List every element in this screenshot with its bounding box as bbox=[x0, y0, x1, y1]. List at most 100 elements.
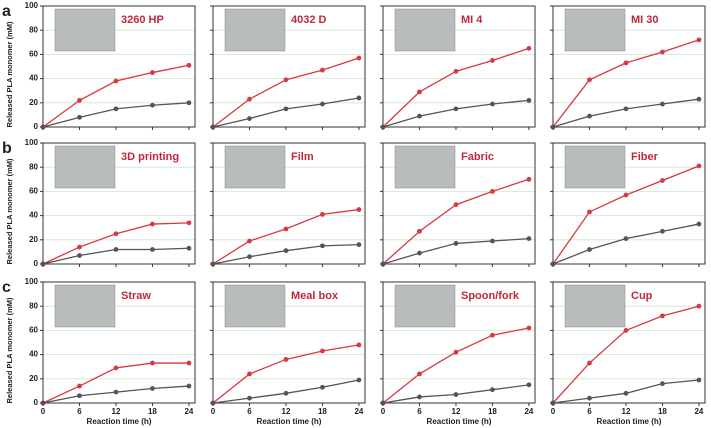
x-tick-label: 12 bbox=[112, 407, 121, 416]
x-tick-label: 12 bbox=[452, 407, 461, 416]
data-point bbox=[247, 96, 252, 102]
data-point bbox=[113, 365, 119, 371]
data-point bbox=[283, 106, 289, 112]
plot-frame bbox=[42, 281, 196, 404]
x-tick-label: 6 bbox=[247, 407, 252, 416]
data-point bbox=[150, 360, 155, 366]
data-point bbox=[453, 202, 459, 208]
data-point bbox=[526, 236, 532, 241]
data-point bbox=[453, 106, 459, 112]
plot-frame bbox=[382, 142, 536, 265]
series-line bbox=[552, 98, 700, 128]
subplot-title: 4032 D bbox=[291, 14, 327, 26]
series-line bbox=[42, 222, 189, 265]
data-point bbox=[380, 124, 386, 130]
data-point bbox=[247, 116, 252, 121]
data-point bbox=[696, 163, 702, 169]
data-point bbox=[320, 243, 325, 249]
series-line bbox=[42, 64, 190, 128]
subplot-title: Fiber bbox=[631, 151, 659, 163]
data-point bbox=[356, 342, 362, 348]
series-line bbox=[552, 223, 700, 265]
data-point bbox=[526, 176, 532, 182]
data-point bbox=[696, 37, 702, 43]
data-point bbox=[113, 389, 119, 395]
y-tick-label: 80 bbox=[29, 301, 38, 310]
plot-frame bbox=[552, 142, 706, 265]
series-line bbox=[42, 102, 189, 128]
data-point bbox=[587, 113, 592, 119]
series-line bbox=[382, 178, 530, 265]
data-point bbox=[40, 400, 46, 406]
subplot: MI 30 bbox=[550, 5, 706, 130]
data-point bbox=[526, 45, 532, 51]
y-tick-label: 40 bbox=[29, 74, 38, 83]
data-point bbox=[490, 387, 495, 393]
data-point bbox=[150, 221, 155, 227]
plot-frame bbox=[382, 5, 536, 128]
x-tick-label: 0 bbox=[381, 407, 386, 416]
data-point bbox=[320, 67, 325, 73]
data-point bbox=[210, 124, 216, 130]
data-point bbox=[417, 89, 422, 95]
y-tick-label: 80 bbox=[29, 25, 38, 34]
data-point bbox=[186, 245, 192, 251]
data-point bbox=[247, 371, 252, 377]
subplot: 0 6 12 18 24 Cup Reaction time (h) bbox=[550, 281, 706, 426]
subplot-title: 3D printing bbox=[121, 151, 179, 163]
data-point bbox=[40, 124, 46, 130]
series-line bbox=[42, 385, 189, 404]
data-point bbox=[77, 114, 82, 120]
data-point bbox=[417, 250, 422, 256]
y-tick-label: 40 bbox=[29, 211, 38, 220]
data-point bbox=[490, 238, 495, 244]
sample-photo bbox=[394, 8, 456, 52]
y-tick-label: 60 bbox=[29, 187, 38, 196]
data-point bbox=[150, 386, 155, 391]
x-axis-label: Reaction time (h) bbox=[427, 417, 492, 426]
data-point bbox=[186, 383, 192, 389]
x-tick-label: 12 bbox=[622, 407, 631, 416]
data-point bbox=[356, 207, 362, 212]
data-point bbox=[320, 101, 325, 107]
y-tick-label: 0 bbox=[34, 398, 39, 407]
data-point bbox=[186, 100, 192, 106]
plot-frame bbox=[552, 5, 706, 128]
data-point bbox=[356, 242, 362, 248]
data-point bbox=[550, 261, 556, 267]
data-point bbox=[40, 261, 46, 267]
plot-frame bbox=[552, 281, 706, 404]
data-point bbox=[247, 254, 252, 260]
subplot: 0 6 12 18 24 Spoon/fork Reaction time (h) bbox=[380, 281, 536, 426]
data-point bbox=[320, 384, 325, 390]
data-point bbox=[77, 244, 82, 250]
x-tick-label: 18 bbox=[318, 407, 327, 416]
data-point bbox=[526, 325, 532, 331]
x-tick-label: 6 bbox=[77, 407, 82, 416]
data-point bbox=[623, 390, 629, 396]
data-point bbox=[623, 106, 629, 112]
subplot-title: Straw bbox=[121, 290, 151, 302]
data-point bbox=[623, 60, 629, 66]
subplot: 4032 D bbox=[210, 5, 366, 130]
y-tick-label: 20 bbox=[29, 374, 38, 383]
data-point bbox=[77, 383, 82, 389]
subplot: 0 6 12 18 24 Meal box Reaction time (h) bbox=[210, 281, 366, 426]
data-point bbox=[356, 377, 362, 383]
data-point bbox=[283, 77, 289, 83]
series-line bbox=[212, 97, 360, 128]
data-point bbox=[550, 124, 556, 130]
data-point bbox=[623, 236, 629, 241]
data-point bbox=[283, 248, 289, 254]
data-point bbox=[320, 348, 325, 354]
subplot: Fiber bbox=[550, 142, 706, 267]
data-point bbox=[210, 400, 216, 406]
data-point bbox=[77, 393, 82, 399]
panel-label: c bbox=[2, 279, 11, 296]
y-tick-label: 100 bbox=[25, 1, 39, 10]
subplot: MI 4 bbox=[380, 5, 536, 130]
plot-frame bbox=[382, 281, 536, 404]
y-tick-label: 80 bbox=[29, 162, 38, 171]
